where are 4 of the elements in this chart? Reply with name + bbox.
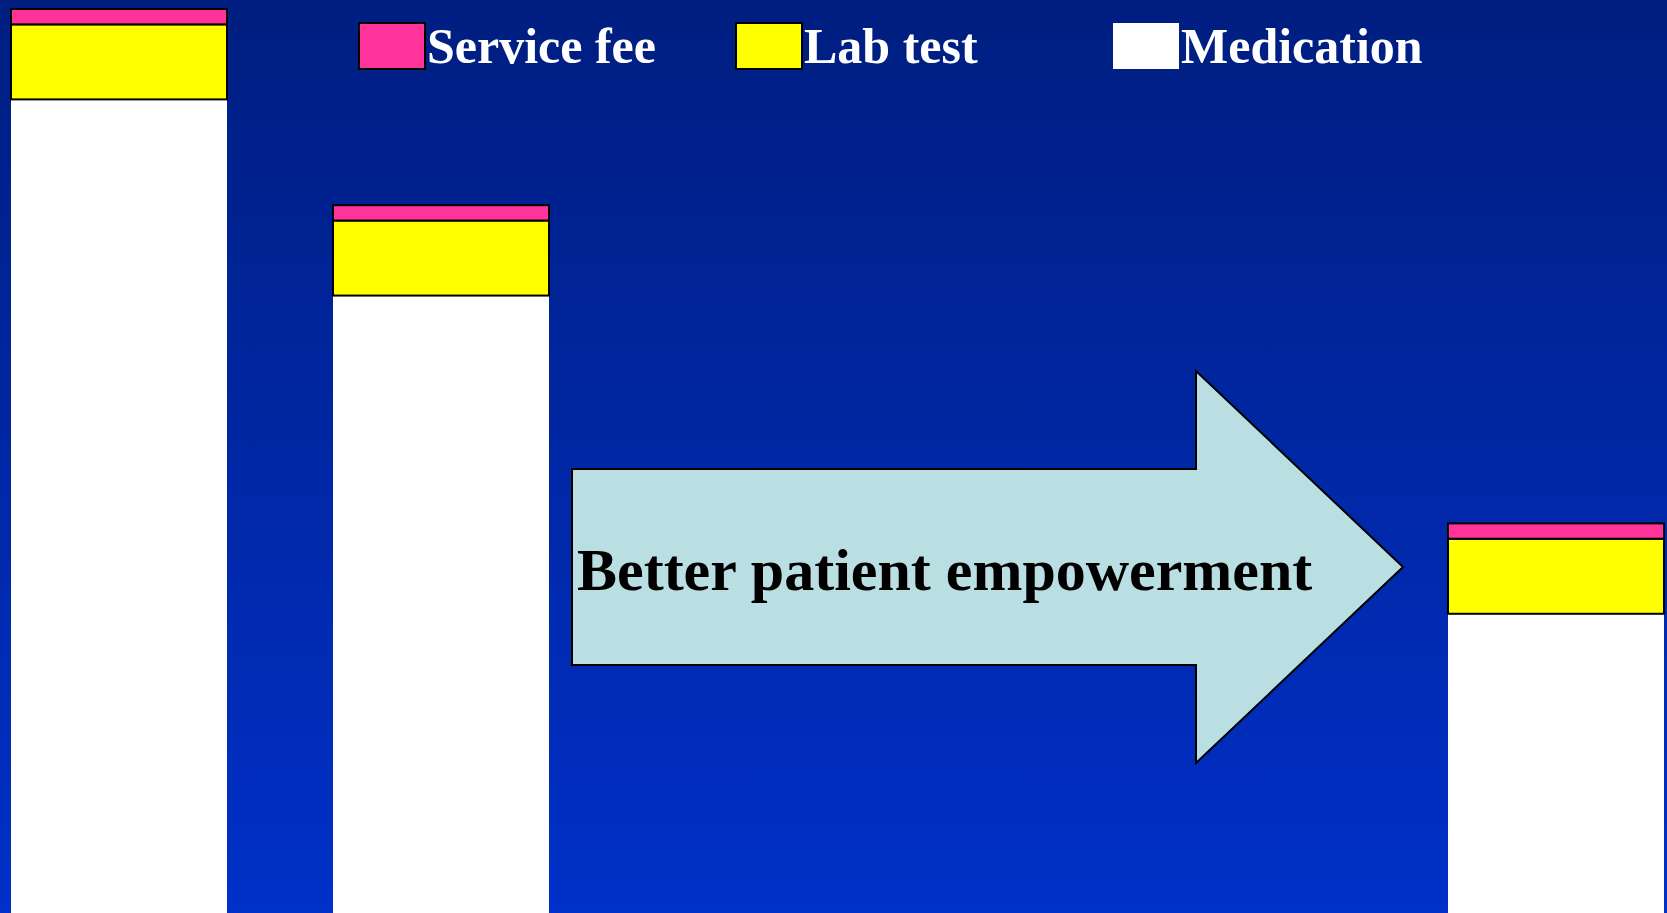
legend-label: Lab test — [804, 18, 978, 74]
annotation: Better patient empowerment — [577, 537, 1313, 603]
legend-label: Service fee — [427, 18, 657, 74]
legend-label: Medication — [1181, 18, 1423, 74]
